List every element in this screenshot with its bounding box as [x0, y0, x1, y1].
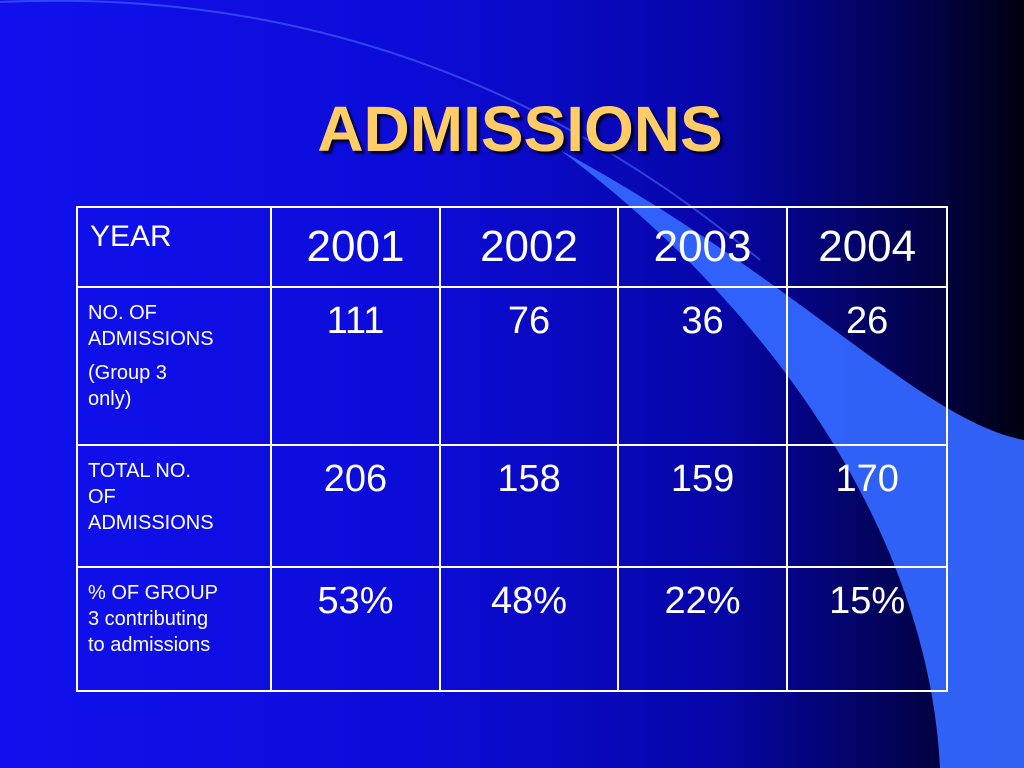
slide-title: ADMISSIONS	[317, 93, 723, 165]
row-label-line: only)	[88, 388, 132, 410]
row-label-line: TOTAL NO.	[88, 460, 191, 482]
value-cell: 76	[439, 286, 619, 446]
row-label-line: 3 contributing	[88, 608, 209, 630]
row-label-line: OF	[88, 486, 116, 508]
background-curve-line	[0, 0, 761, 261]
row-label-percent-group3: % OF GROUP 3 contributing to admissions	[76, 566, 272, 692]
value-cell: 159	[616, 444, 789, 568]
year-cell: 2003	[616, 206, 789, 288]
admissions-table: YEAR 2001 2002 2003 2004 NO. OF ADMISSIO…	[76, 206, 948, 692]
year-cell: 2001	[269, 206, 442, 288]
year-header-cell: YEAR	[76, 206, 272, 288]
value-cell: 22%	[616, 566, 789, 692]
table-row-year: YEAR 2001 2002 2003 2004	[76, 206, 948, 288]
value-cell: 111	[269, 286, 442, 446]
row-label-line: ADMISSIONS	[88, 328, 214, 350]
row-label-group3-admissions: NO. OF ADMISSIONS (Group 3 only)	[76, 286, 272, 446]
year-cell: 2004	[786, 206, 948, 288]
value-cell: 170	[786, 444, 948, 568]
value-cell: 26	[786, 286, 948, 446]
row-label-line: NO. OF	[88, 302, 157, 324]
row-label-line: % OF GROUP	[88, 582, 219, 604]
table-row-percent-group3: % OF GROUP 3 contributing to admissions …	[76, 566, 948, 692]
value-cell: 48%	[439, 566, 619, 692]
value-cell: 53%	[269, 566, 442, 692]
value-cell: 15%	[786, 566, 948, 692]
value-cell: 158	[439, 444, 619, 568]
row-label-total-admissions: TOTAL NO. OF ADMISSIONS	[76, 444, 272, 568]
value-cell: 206	[269, 444, 442, 568]
row-label-line: ADMISSIONS	[88, 512, 214, 534]
table-row-group3-admissions: NO. OF ADMISSIONS (Group 3 only) 111 76 …	[76, 286, 948, 446]
row-label-line: to admissions	[88, 634, 211, 656]
row-label-line: (Group 3	[88, 362, 167, 384]
value-cell: 36	[616, 286, 789, 446]
table-row-total-admissions: TOTAL NO. OF ADMISSIONS 206 158 159 170	[76, 444, 948, 568]
year-cell: 2002	[439, 206, 619, 288]
